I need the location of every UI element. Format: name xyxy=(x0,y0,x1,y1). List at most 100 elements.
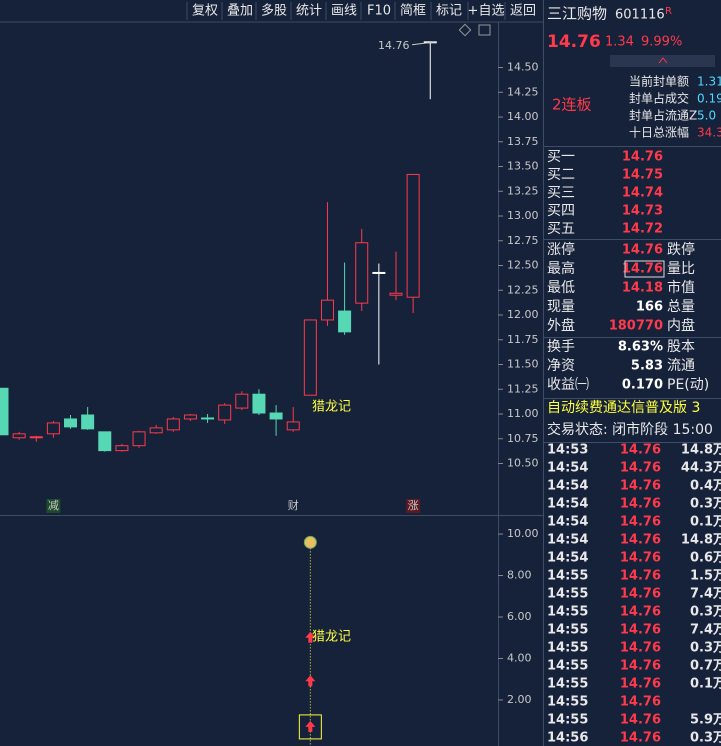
toolbar-button[interactable]: F10 xyxy=(367,4,391,19)
icon xyxy=(478,24,491,36)
toolbar-button[interactable]: 标记 xyxy=(436,4,462,19)
marker-text: 猎龙记 xyxy=(312,630,351,645)
tick-time: 14:54 xyxy=(547,515,588,530)
candle-body xyxy=(201,417,215,420)
y-tick-label: 11.75 xyxy=(507,333,539,346)
tick-volume: 0.3万 xyxy=(690,641,721,656)
stat-label: 流通 xyxy=(667,358,695,374)
tick-volume: 0.1万 xyxy=(690,515,721,530)
y-tick-label: 8.00 xyxy=(507,569,532,582)
tick-price: 14.76 xyxy=(620,551,661,566)
stat-label: 外盘 xyxy=(547,317,575,334)
candle-body xyxy=(235,393,249,409)
bid-price: 14.74 xyxy=(622,186,663,201)
y-tick-label: 12.50 xyxy=(507,259,539,272)
tick-price: 14.76 xyxy=(620,569,661,584)
tick-price: 14.76 xyxy=(620,515,661,530)
seal-value: 0.19 xyxy=(697,92,721,106)
candle-body xyxy=(98,431,112,452)
banner[interactable]: 自动续费通达信普及版 3 xyxy=(547,399,700,416)
candle-body xyxy=(0,387,9,436)
tick-volume: 1.5万 xyxy=(690,569,721,584)
candle-body xyxy=(269,412,283,420)
candle-body xyxy=(389,292,403,296)
tick-price: 14.76 xyxy=(620,461,661,476)
tick-price: 14.76 xyxy=(620,731,661,746)
candle-body xyxy=(81,414,95,430)
tick-price: 14.76 xyxy=(620,479,661,494)
y-tick-label: 11.25 xyxy=(507,382,539,395)
signal-arrow xyxy=(305,720,316,732)
candle-body xyxy=(183,414,197,420)
tick-time: 14:55 xyxy=(547,713,588,728)
seal-badge: 2连板 xyxy=(552,96,592,114)
tick-price: 14.76 xyxy=(620,659,661,674)
tick-time: 14:55 xyxy=(547,587,588,602)
candle-body xyxy=(46,422,60,435)
stat-label: 内盘 xyxy=(667,317,695,334)
toolbar-button[interactable]: +自选 xyxy=(468,4,505,19)
y-tick-label: 11.00 xyxy=(507,407,539,420)
event-tag: 财 xyxy=(288,498,299,512)
tick-volume: 7.4万 xyxy=(690,587,721,602)
stat-value: 180770 xyxy=(609,319,663,334)
candle-body xyxy=(372,271,386,274)
stat-label: 换手 xyxy=(547,338,575,355)
y-tick-label: 14.00 xyxy=(507,110,539,123)
tick-price: 14.76 xyxy=(620,533,661,548)
candle-body xyxy=(338,310,352,333)
candle-body xyxy=(252,393,266,414)
stat-value: 14.76 xyxy=(622,262,663,277)
high-label: 14.76 xyxy=(378,39,410,52)
tick-time: 14:54 xyxy=(547,461,588,476)
stat-label: 收益㈠ xyxy=(547,377,589,393)
toolbar-button[interactable]: 统计 xyxy=(296,4,322,19)
stat-label: 市值 xyxy=(667,279,695,296)
toolbar-button[interactable]: 多股 xyxy=(261,3,287,19)
y-tick-label: 14.25 xyxy=(507,85,539,98)
y-tick-label: 13.50 xyxy=(507,160,539,173)
tick-time: 14:55 xyxy=(547,569,588,584)
y-tick-label: 13.00 xyxy=(507,209,539,222)
stat-value: 166 xyxy=(636,300,663,315)
bid-label: 买三 xyxy=(547,185,575,201)
candle-body xyxy=(320,299,334,321)
toolbar-button[interactable]: 叠加 xyxy=(227,4,253,19)
tick-volume: 0.7万 xyxy=(690,659,721,674)
tick-time: 14:54 xyxy=(547,497,588,512)
tick-price: 14.76 xyxy=(620,587,661,602)
tick-time: 14:53 xyxy=(547,443,588,458)
stat-label: 现量 xyxy=(547,299,575,315)
tick-volume: 0.3万 xyxy=(690,731,721,746)
toolbar-button[interactable]: 复权 xyxy=(192,3,218,19)
tick-price: 14.76 xyxy=(620,605,661,620)
candle-body xyxy=(12,433,26,439)
tick-price: 14.76 xyxy=(620,497,661,512)
y-tick-label: 11.50 xyxy=(507,358,539,371)
stat-label: 量比 xyxy=(667,261,695,277)
bid-price: 14.75 xyxy=(622,168,663,183)
stat-label: 总量 xyxy=(667,299,695,315)
bid-price: 14.72 xyxy=(622,222,663,237)
tick-volume: 14.8万 xyxy=(681,533,721,548)
stat-value: 8.63% xyxy=(618,340,663,355)
stat-value: 5.83 xyxy=(631,359,663,374)
toolbar-button[interactable]: 返回 xyxy=(510,4,536,19)
signal-arrow xyxy=(305,675,316,687)
tick-volume: 7.4万 xyxy=(690,623,721,638)
toolbar-button[interactable]: 画线 xyxy=(331,4,357,19)
seal-value: 5.0 xyxy=(697,109,716,123)
candle-body xyxy=(406,173,420,298)
stat-value: 0.170 xyxy=(622,378,663,393)
y-tick-label: 10.75 xyxy=(507,432,539,445)
tick-volume: 0.3万 xyxy=(690,605,721,620)
toolbar-button[interactable]: 简框 xyxy=(400,3,426,19)
candle-body xyxy=(303,319,317,396)
stat-label: 最低 xyxy=(547,280,575,296)
bid-price: 14.73 xyxy=(622,204,663,219)
collapse-arrow xyxy=(658,57,668,64)
candle-body xyxy=(166,418,180,431)
y-tick-label: 4.00 xyxy=(507,651,532,664)
